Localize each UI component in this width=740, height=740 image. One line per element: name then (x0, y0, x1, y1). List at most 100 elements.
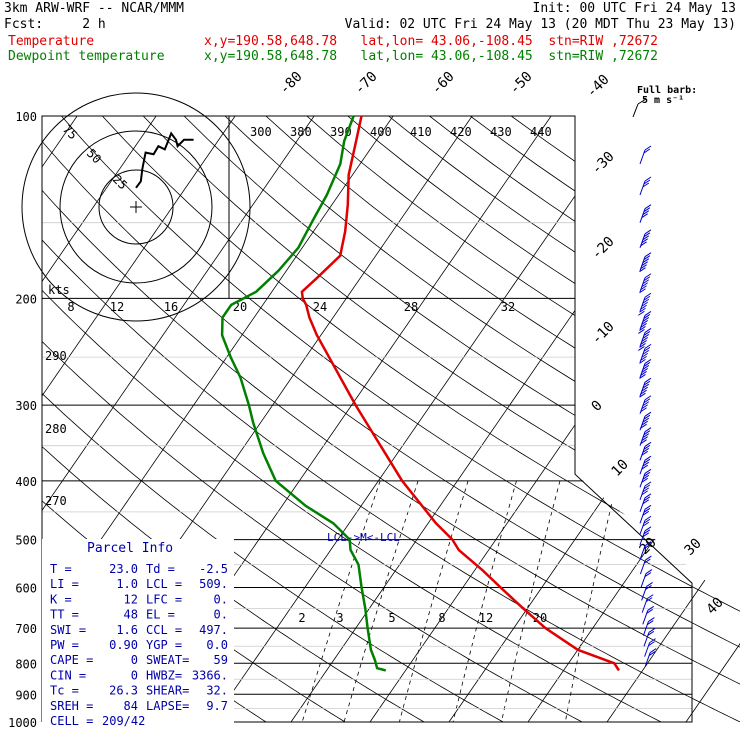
dry-adiabat (265, 116, 740, 722)
mixing-ratio-label: 8 (438, 611, 445, 625)
parcel-info-label: PW = (50, 638, 79, 652)
mixing-ratio-line (501, 480, 561, 722)
wind-barb-flag (640, 304, 647, 310)
parcel-info-label: T = (50, 562, 72, 576)
wind-barb-flag (641, 386, 648, 392)
wind-barb-flag (642, 279, 650, 285)
dry-adiabat-label: 280 (45, 422, 67, 436)
dry-adiabat (347, 116, 740, 722)
dry-adiabat (183, 116, 740, 722)
parcel-info-label: EL = (146, 608, 175, 622)
dry-adiabat (429, 116, 740, 722)
wind-barb (639, 343, 652, 364)
temperature-tick-label: -80 (277, 69, 306, 98)
mixing-ratio-line (452, 480, 517, 722)
diagram-frame (41, 115, 693, 723)
wind-barb-flag (643, 484, 651, 490)
pressure-tick-label: 900 (15, 688, 37, 702)
wind-barb-flag (642, 401, 650, 407)
isotherm (42, 116, 157, 722)
wind-barb-flag (641, 420, 648, 426)
parcel-info-value: 509. (199, 577, 228, 591)
wind-barb-flag (643, 232, 651, 238)
parcel-info-label: CCL = (146, 623, 182, 637)
wind-barb-flag (641, 490, 648, 496)
parcel-info-label: YGP = (146, 638, 182, 652)
wind-barb-flag (642, 474, 650, 480)
temperature-tick-label: -30 (589, 149, 618, 178)
wind-barb (639, 504, 652, 524)
temperature-tick-label: -50 (507, 69, 536, 98)
wind-barb-staff (644, 652, 651, 667)
wind-barb-flag (640, 264, 647, 270)
wind-barb-flag (642, 487, 650, 493)
model-title: 3km ARW-WRF -- NCAR/MMM (4, 1, 185, 16)
wind-barb-flag (649, 648, 657, 653)
parcel-info-label: LCL = (146, 577, 182, 591)
wind-barb-flag (644, 358, 652, 364)
wind-barb-flag (643, 458, 651, 464)
wind-barb-flag (642, 510, 650, 516)
temperature-tick-label: 40 (704, 595, 727, 618)
wind-barb-flag (640, 323, 647, 328)
legend-barb-staff (632, 103, 639, 118)
hodograph-ring (98, 169, 174, 245)
wind-barb-flag (643, 496, 651, 502)
wind-barb-flag (639, 267, 646, 273)
wind-barb-flag (640, 355, 647, 361)
wind-barb-flag (644, 558, 651, 564)
temperature-tick-label: -20 (589, 234, 618, 263)
parcel-info-label: LI = (50, 577, 79, 591)
wind-barb (639, 273, 652, 294)
wind-barb-flag (643, 430, 651, 436)
wind-barb-flag (642, 298, 650, 304)
wind-barb (639, 395, 652, 414)
wind-barb-flag (643, 507, 651, 513)
wind-barb-flag (640, 439, 647, 445)
wind-barb-flag (640, 389, 647, 395)
temperature-tick-label: -40 (584, 72, 613, 101)
wind-barb-flag (640, 285, 647, 291)
hodograph-trace (135, 131, 194, 189)
dry-adiabat-label: 270 (45, 494, 67, 508)
wind-barb-flag (641, 464, 648, 470)
wind-barb-staff (639, 497, 646, 513)
pressure-tick-label: 1000 (8, 716, 37, 730)
forecast-hour: Fcst: 2 h (4, 17, 106, 32)
parcel-info-value: 0. (214, 592, 228, 606)
parcel-info-label: CELL = (50, 714, 93, 728)
parcel-info-label: LFC = (146, 592, 182, 606)
wind-barb-flag (642, 499, 650, 505)
wind-barb (639, 468, 652, 488)
wind-barb-flag (641, 336, 648, 342)
hodograph-ring (21, 92, 251, 322)
hodograph-axis-label: 12 (110, 300, 124, 314)
wind-barb-flag (641, 367, 648, 373)
wind-barb (639, 252, 652, 273)
wind-barb-flag (638, 329, 645, 334)
wind-barb-flag (642, 532, 650, 538)
parcel-info-value: 0 (131, 653, 138, 667)
wind-barb-flag (642, 317, 650, 322)
dry-adiabat-label: 380 (290, 125, 312, 139)
wind-barb-flag (644, 252, 652, 258)
wind-barb-flag (640, 407, 647, 413)
parcel-info-label: LAPSE= (146, 699, 189, 713)
parcel-info-value: 0.0 (206, 638, 228, 652)
wind-barb (643, 627, 656, 647)
wind-barb-flag (643, 179, 651, 185)
wind-barb (638, 327, 652, 351)
wind-barb-flag (640, 423, 647, 429)
wind-barb (639, 441, 652, 461)
parcel-info-value: 84 (124, 699, 138, 713)
wind-barb-flag (647, 630, 655, 636)
temperature-profile (300, 115, 620, 672)
pressure-tick-label: 500 (15, 534, 37, 548)
wind-barb-flag (642, 182, 650, 188)
wind-barb-flag (644, 541, 652, 547)
wind-barb-flag (644, 468, 652, 474)
wind-barb (639, 204, 652, 223)
dry-adiabat (224, 116, 740, 722)
wind-barb-flag (644, 427, 652, 433)
wind-barb-flag (639, 342, 646, 348)
